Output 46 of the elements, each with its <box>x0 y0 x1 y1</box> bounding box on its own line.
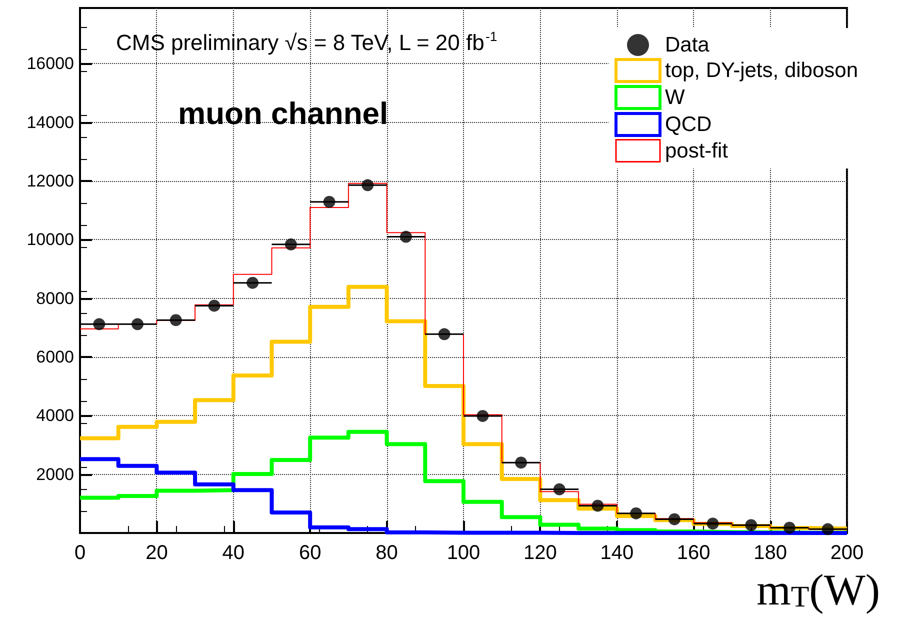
legend-label: W <box>664 86 685 109</box>
x-tick-label: 140 <box>600 542 634 564</box>
y-tick-label: 10000 <box>26 230 74 250</box>
y-tick-label: 16000 <box>26 54 74 74</box>
point <box>706 518 719 530</box>
point <box>783 522 796 534</box>
y-tick-label: 2000 <box>36 464 74 484</box>
point <box>208 300 220 312</box>
y-tick-label: 12000 <box>26 172 74 191</box>
point <box>553 483 566 496</box>
point <box>93 318 106 330</box>
x-tick-label: 120 <box>524 542 557 564</box>
x-tick-label: 20 <box>146 542 168 564</box>
point <box>438 328 450 340</box>
point <box>476 410 489 422</box>
x-tick-label: 180 <box>754 542 787 564</box>
point <box>515 456 528 469</box>
y-tick-label: 14000 <box>26 112 74 132</box>
legend-label: post-fit <box>664 139 728 162</box>
legend-label: top, DY-jets, diboson <box>664 59 858 82</box>
y-tick-label: 6000 <box>36 348 74 367</box>
x-tick-label: 200 <box>830 542 864 564</box>
point <box>323 196 336 208</box>
legend-label: Data <box>664 34 710 56</box>
point <box>284 238 297 250</box>
y-tick-label: 4000 <box>36 406 74 426</box>
legend-label: QCD <box>664 113 712 136</box>
point <box>668 513 680 526</box>
point <box>822 523 834 536</box>
x-tick-label: 100 <box>446 542 480 564</box>
point <box>592 500 604 512</box>
point <box>362 179 374 192</box>
point <box>745 519 758 532</box>
point <box>246 276 259 289</box>
x-axis-title: mT(W) <box>756 566 880 614</box>
x-tick-label: 40 <box>222 542 245 564</box>
x-tick-label: 80 <box>376 542 398 564</box>
x-tick-label: 160 <box>676 542 710 564</box>
point <box>170 314 182 326</box>
y-tick-label: 8000 <box>36 288 74 308</box>
x-tick-label: 0 <box>74 542 86 564</box>
point <box>132 318 144 330</box>
point <box>630 507 642 520</box>
point <box>400 230 412 243</box>
annotation: muon channel <box>178 96 388 131</box>
x-tick-label: 60 <box>298 542 322 564</box>
